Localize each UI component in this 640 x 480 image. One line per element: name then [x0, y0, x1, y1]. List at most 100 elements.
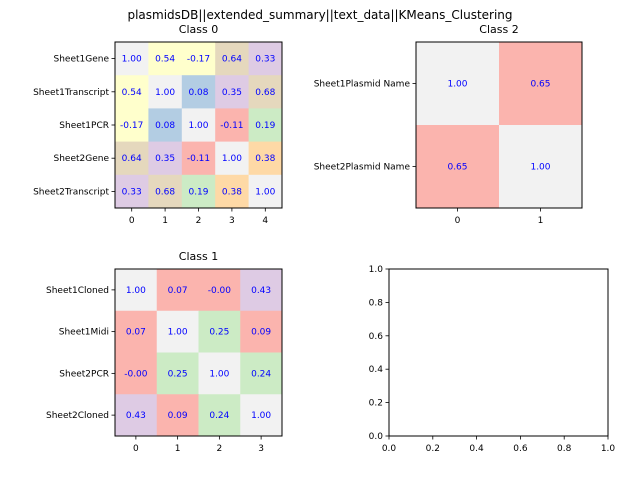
heatmap-annotations: 1.00 0.07 -0.00 0.43 0.07 1.00 0.25 0.09 -0.00 0.… — [124, 286, 271, 421]
cell-value-label: 1.00 — [530, 163, 550, 173]
heatmap-cell — [115, 108, 149, 143]
heatmap-cell — [156, 310, 199, 353]
cell-value-label: 0.38 — [222, 187, 242, 197]
cell-value-label: -0.17 — [120, 121, 143, 131]
y-tick-label: Sheet1Plasmid Name — [314, 80, 411, 90]
y-tick-label: 0.4 — [369, 365, 384, 375]
x-tick-label: 0 — [133, 444, 139, 454]
cell-value-label: 0.33 — [255, 55, 275, 65]
cell-value-label: 0.43 — [251, 286, 271, 296]
empty-axes: 0.0 0.2 0.4 0.6 0.8 1.0 0.0 0.2 0.4 0.6 0.8 1.0 — [369, 265, 616, 454]
heatmap-cell — [181, 108, 216, 143]
x-axis-ticks: 0 1 2 3 4 — [129, 208, 268, 226]
heatmap-cell — [181, 75, 216, 109]
y-tick-label: Sheet2Cloned — [46, 411, 109, 421]
heatmap-cell — [148, 141, 183, 176]
heatmap-cell — [240, 394, 283, 437]
heatmap-annotations: 1.00 0.54 -0.17 0.64 0.33 0.54 1.00 0.08 0.35 0.6… — [120, 55, 276, 198]
cell-value-label: 0.64 — [222, 55, 242, 65]
x-axis-ticks: 0 1 2 3 — [133, 436, 264, 454]
figure-title: plasmidsDB||extended_summary||text_data|… — [127, 8, 512, 22]
heatmap-cell — [148, 174, 183, 209]
x-tick-label: 2 — [196, 216, 202, 226]
cell-value-label: -0.17 — [187, 55, 210, 65]
cell-value-label: 0.65 — [530, 80, 550, 90]
cell-value-label: 0.25 — [209, 328, 229, 338]
cell-value-label: 0.08 — [155, 121, 175, 131]
heatmap-cell — [148, 108, 183, 143]
cell-value-label: 0.07 — [126, 328, 146, 338]
heatmap-cell — [248, 108, 283, 143]
heatmap-cell — [240, 310, 283, 353]
x-tick-label: 1 — [162, 216, 168, 226]
heatmap-cell — [416, 42, 500, 126]
cell-value-label: 0.33 — [122, 187, 142, 197]
panel-title: Class 1 — [179, 250, 218, 263]
heatmap-cell — [248, 174, 283, 209]
x-tick-label: 3 — [258, 444, 264, 454]
heatmap-cell — [416, 125, 500, 209]
heatmap-cell — [115, 310, 158, 353]
cell-value-label: 1.00 — [188, 121, 208, 131]
cell-value-label: 1.00 — [122, 55, 142, 65]
cell-value-label: 0.68 — [255, 88, 275, 98]
heatmap-cell — [115, 269, 158, 312]
y-tick-label: 0.8 — [369, 298, 384, 308]
y-tick-label: Sheet2Plasmid Name — [314, 163, 411, 173]
heatmap-cell — [215, 174, 250, 209]
heatmap-cell — [115, 352, 158, 395]
cell-value-label: 0.38 — [255, 154, 275, 164]
heatmap-cell — [115, 174, 149, 209]
heatmap-cell — [198, 352, 241, 395]
heatmap-cell — [248, 141, 283, 176]
x-tick-label: 0.4 — [469, 444, 484, 454]
cell-value-label: -0.11 — [220, 121, 243, 131]
y-tick-label: 1.0 — [369, 265, 384, 275]
cell-value-label: 1.00 — [168, 328, 188, 338]
heatmap-cell — [156, 352, 199, 395]
y-tick-label: Sheet2Gene — [54, 154, 110, 164]
axes-frame — [388, 268, 609, 437]
cell-value-label: 0.64 — [122, 154, 142, 164]
y-axis-ticks: Sheet1Plasmid Name Sheet2Plasmid Name — [314, 80, 416, 173]
x-tick-label: 0.8 — [557, 444, 572, 454]
cell-value-label: 0.19 — [188, 187, 208, 197]
y-tick-label: Sheet1Gene — [54, 55, 110, 65]
y-axis-ticks: 0.0 0.2 0.4 0.6 0.8 1.0 — [369, 265, 389, 442]
heatmap-cells — [416, 42, 583, 209]
x-tick-label: 1.0 — [601, 444, 616, 454]
y-tick-label: Sheet1Transcript — [33, 88, 109, 98]
heatmap-cell — [156, 269, 199, 312]
y-axis-ticks: Sheet1Gene Sheet1Transcript Sheet1PCR Sheet… — [33, 55, 115, 197]
y-axis-ticks: Sheet1Cloned Sheet1Midi Sheet2PCR Sheet2Clo… — [46, 286, 115, 421]
heatmap-cell — [198, 310, 241, 353]
cell-value-label: -0.11 — [187, 154, 210, 164]
heatmap-cell — [215, 75, 250, 109]
y-tick-label: 0.0 — [369, 432, 384, 442]
panel-title: Class 2 — [479, 23, 518, 36]
heatmap-annotations: 1.00 0.65 0.65 1.00 — [447, 80, 550, 173]
heatmap-cell — [499, 125, 583, 209]
heatmap-cell — [156, 394, 199, 437]
x-tick-label: 1 — [175, 444, 181, 454]
heatmap-cell — [181, 174, 216, 209]
x-tick-label: 0.6 — [513, 444, 528, 454]
x-tick-label: 2 — [217, 444, 223, 454]
cell-value-label: 0.65 — [447, 163, 467, 173]
heatmap-cell — [215, 42, 250, 76]
heatmap-cell — [115, 141, 149, 176]
heatmap-cell — [148, 42, 183, 76]
cell-value-label: -0.00 — [208, 286, 232, 296]
heatmap-cell — [115, 394, 158, 437]
x-tick-label: 4 — [262, 216, 268, 226]
heatmap-frame — [114, 268, 283, 437]
cell-value-label: 0.54 — [122, 88, 142, 98]
x-tick-label: 3 — [229, 216, 235, 226]
heatmap-cell — [181, 141, 216, 176]
y-tick-label: Sheet1PCR — [59, 121, 109, 131]
cell-value-label: 0.08 — [188, 88, 208, 98]
y-tick-label: 0.6 — [369, 332, 384, 342]
cell-value-label: 0.09 — [168, 411, 188, 421]
heatmap-cell — [181, 42, 216, 76]
x-axis-ticks: 0.0 0.2 0.4 0.6 0.8 1.0 — [382, 436, 616, 454]
